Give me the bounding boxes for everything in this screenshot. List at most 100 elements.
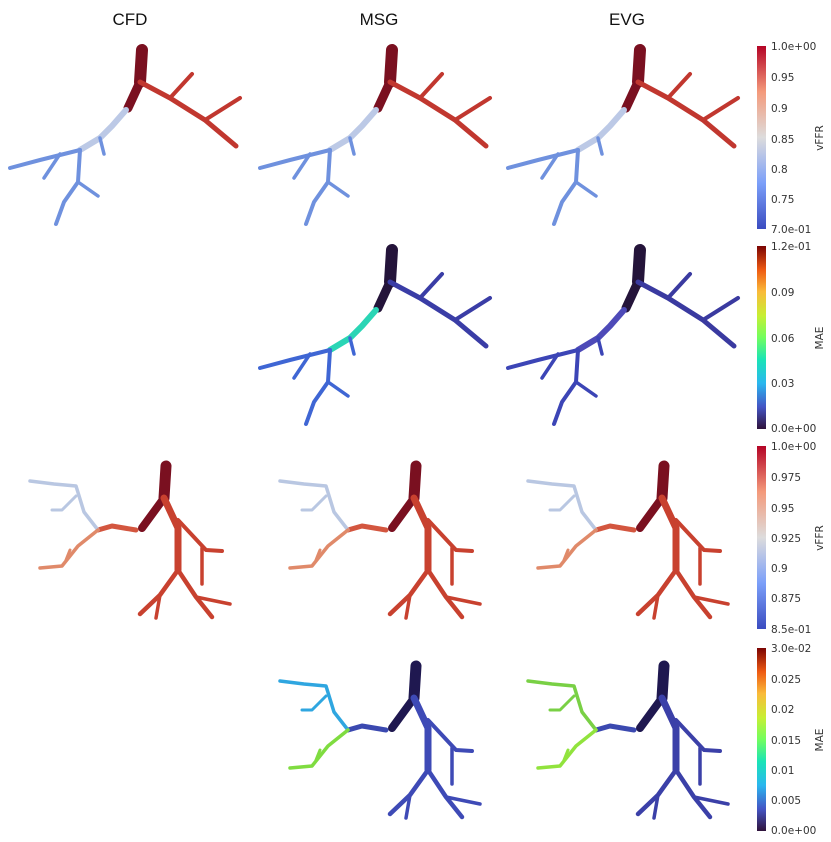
vessel-segment <box>95 523 139 533</box>
colorbar-1-tick: 0.75 <box>771 194 794 206</box>
vessel-segment <box>574 180 598 198</box>
vessel-segment <box>656 460 670 504</box>
colorbar-2-tick: 0.06 <box>771 333 795 345</box>
vessel-panels <box>8 44 740 820</box>
vessel-segment <box>658 494 680 574</box>
vessel-segment <box>596 336 604 356</box>
vessel-tree-evg-row-2 <box>506 244 740 426</box>
colorbar-1-tick: 7.0e-01 <box>771 224 811 236</box>
vessel-segment <box>425 567 465 620</box>
vessel-segment <box>552 148 580 226</box>
vessel-segment <box>410 694 432 774</box>
vessel-segment <box>635 79 737 149</box>
vessel-segment <box>526 479 598 532</box>
colorbar-4: 3.0e-02 0.025 0.02 0.015 0.01 0.005 0.0e… <box>757 643 826 837</box>
colorbar-4-ramp <box>757 648 766 831</box>
colorbar-2-title: MAE <box>814 327 826 350</box>
vessel-segment <box>425 767 465 820</box>
vessel-segment <box>137 79 239 149</box>
vessel-tree-msg-row-3 <box>278 460 482 620</box>
colorbar-1-tick: 1.0e+00 <box>771 41 816 53</box>
colorbar-4-ticks: 3.0e-02 0.025 0.02 0.015 0.01 0.005 0.0e… <box>771 643 816 837</box>
vessel-segment <box>314 748 322 762</box>
vessel-segment <box>666 72 692 100</box>
vessel-tree-msg-row-1 <box>258 44 492 226</box>
colorbar-3-tick: 0.9 <box>771 563 788 575</box>
vessel-segment <box>674 518 722 553</box>
vessel-segment <box>384 244 398 288</box>
vessel-segment <box>154 593 162 620</box>
vessel-segment <box>258 348 332 370</box>
vessel-segment <box>300 494 328 512</box>
vessel-segment <box>326 380 350 398</box>
vessel-segment <box>404 793 412 820</box>
vessel-segment <box>636 694 666 732</box>
colorbar-2-ticks: 1.2e-01 0.09 0.06 0.03 0.0e+00 <box>771 241 816 435</box>
vessel-segment <box>314 548 322 562</box>
colorbar-2-tick: 0.09 <box>771 287 794 299</box>
colorbar-4-tick: 0.005 <box>771 795 801 807</box>
colorbar-1-tick: 0.8 <box>771 164 788 176</box>
vessel-segment <box>673 767 713 820</box>
colorbar-1: 1.0e+00 0.95 0.9 0.85 0.8 0.75 7.0e-01 v… <box>757 41 826 236</box>
vessel-segment <box>636 494 666 532</box>
vessel-segment <box>288 728 350 770</box>
vessel-segment <box>652 593 660 620</box>
vessel-segment <box>593 523 637 533</box>
colorbar-1-tick: 0.95 <box>771 72 794 84</box>
vessel-segment <box>404 593 412 620</box>
vessel-segment <box>373 277 395 313</box>
colorbar-2-ramp <box>757 246 766 429</box>
column-title-msg: MSG <box>360 10 399 29</box>
vessel-segment <box>76 180 100 198</box>
colorbar-3: 1.0e+00 0.975 0.95 0.925 0.9 0.875 8.5e-… <box>757 441 826 636</box>
vessel-segment <box>327 107 379 153</box>
colorbar-3-tick: 8.5e-01 <box>771 624 811 636</box>
vessel-segment <box>453 96 492 122</box>
vessel-segment <box>194 595 232 606</box>
colorbar-4-tick: 0.02 <box>771 704 794 716</box>
colorbar-2: 1.2e-01 0.09 0.06 0.03 0.0e+00 MAE <box>757 241 826 435</box>
vessel-tree-msg-row-2 <box>258 244 492 426</box>
vessel-segment <box>134 44 148 88</box>
vessel-tree-msg-row-4 <box>278 660 482 820</box>
vessel-segment <box>408 460 422 504</box>
column-title-cfd: CFD <box>113 10 148 29</box>
vessel-segment <box>373 77 395 113</box>
vessel-segment <box>418 72 444 100</box>
vessel-segment <box>596 136 604 156</box>
vessel-segment <box>28 479 100 532</box>
vessel-segment <box>506 348 580 370</box>
vessel-segment <box>160 494 182 574</box>
colorbar-1-ticks: 1.0e+00 0.95 0.9 0.85 0.8 0.75 7.0e-01 <box>771 41 816 236</box>
vessel-segment <box>632 44 646 88</box>
colorbar-3-tick: 0.95 <box>771 503 794 515</box>
vessel-segment <box>562 748 570 762</box>
colorbar-4-tick: 0.01 <box>771 765 794 777</box>
vessel-segment <box>54 148 82 226</box>
colorbar-4-tick: 0.0e+00 <box>771 825 816 837</box>
vessel-segment <box>300 694 328 712</box>
vessel-segment <box>701 296 740 322</box>
vessel-segment <box>292 152 312 180</box>
vessel-segment <box>548 694 576 712</box>
vessel-segment <box>168 72 194 100</box>
colorbar-1-tick: 0.9 <box>771 103 788 115</box>
vessel-segment <box>138 494 168 532</box>
vessel-segment <box>384 44 398 88</box>
vessel-segment <box>562 548 570 562</box>
vessel-tree-evg-row-3 <box>526 460 730 620</box>
vessel-segment <box>674 718 722 753</box>
vessel-segment <box>593 723 637 733</box>
vessel-segment <box>388 494 418 532</box>
vessel-segment <box>410 494 432 574</box>
colorbar-4-tick: 0.015 <box>771 735 801 747</box>
vessel-segment <box>701 96 740 122</box>
vessel-segment <box>203 96 242 122</box>
column-title-evg: EVG <box>609 10 645 29</box>
vessel-segment <box>444 595 482 606</box>
vessel-segment <box>574 380 598 398</box>
vessel-segment <box>345 723 389 733</box>
colorbar-4-tick: 0.025 <box>771 674 801 686</box>
